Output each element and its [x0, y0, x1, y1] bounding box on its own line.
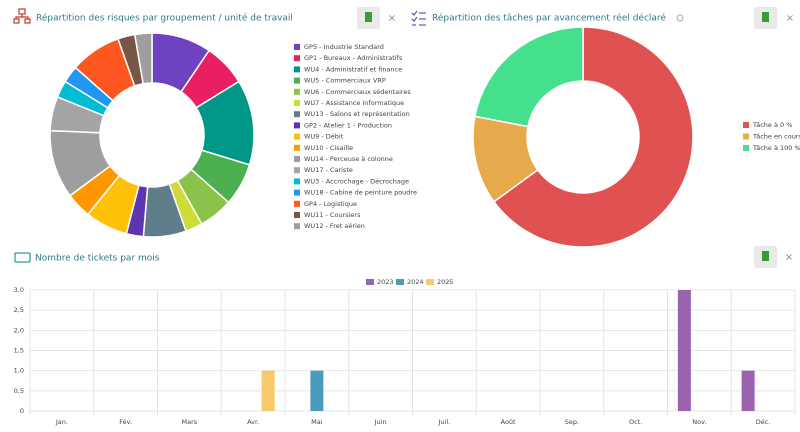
legend-swatch: [743, 122, 749, 128]
x-tick-label: Sep.: [565, 418, 579, 426]
legend-swatch: [294, 189, 300, 196]
excel-icon: [762, 251, 769, 261]
y-tick-label: 2,0: [14, 326, 24, 334]
y-tick-label: 0: [20, 407, 24, 415]
bar: [310, 370, 324, 411]
y-tick-label: 1,0: [14, 367, 24, 375]
donut-slice: [492, 26, 694, 248]
legend-swatch: [294, 144, 300, 151]
x-tick-label: Jan.: [55, 418, 68, 426]
legend-label: Tâche à 0 %: [752, 121, 792, 129]
legend-swatch: [294, 156, 300, 162]
x-tick-label: Juil.: [438, 418, 451, 426]
legend-label: Tâche en cours: [752, 133, 800, 141]
panel-title: Répartition des risques par groupement /…: [36, 13, 293, 24]
info-icon[interactable]: [676, 14, 684, 22]
y-tick-label: 3,0: [14, 286, 24, 294]
x-tick-label: Déc.: [756, 418, 771, 426]
legend-swatch: [294, 100, 300, 106]
bar: [741, 370, 755, 411]
close-button[interactable]: ×: [786, 13, 794, 24]
legend-label: WU12 - Fret aérien: [304, 222, 365, 230]
legend-label: 2023: [377, 278, 394, 286]
legend-label: WU5 - Commerciaux VRP: [304, 77, 386, 85]
donut-slice: [133, 32, 153, 85]
legend-swatch: [294, 44, 300, 50]
legend-label: WU17 - Cariste: [304, 166, 353, 174]
excel-icon: [365, 12, 372, 22]
bar: [677, 290, 691, 411]
panel-icon: [411, 10, 426, 26]
legend-swatch: [294, 66, 300, 73]
legend-label: GP5 - Industrie Standard: [304, 43, 384, 51]
legend-label: Tâche à 100 %: [752, 144, 800, 152]
legend-label: WU11 - Coursiers: [304, 211, 361, 219]
x-tick-label: Juin: [374, 418, 387, 426]
donut-slice: [474, 26, 584, 128]
legend-swatch: [743, 145, 749, 151]
legend-swatch: [294, 167, 300, 174]
legend-label: 2024: [407, 278, 424, 286]
panel-icon: [14, 252, 31, 263]
legend-swatch: [294, 212, 300, 218]
x-tick-label: Oct.: [629, 418, 642, 426]
legend-swatch: [396, 279, 404, 285]
legend-swatch: [294, 122, 300, 129]
x-tick-label: Fév.: [119, 418, 132, 426]
legend-swatch: [426, 279, 434, 285]
legend-swatch: [294, 88, 300, 95]
legend-swatch: [294, 200, 300, 207]
legend-label: GP4 - Logistique: [304, 200, 357, 208]
legend-label: GP1 - Bureaux - Administratifs: [304, 54, 403, 62]
panel-title: Nombre de tickets par mois: [35, 254, 160, 264]
legend-swatch: [743, 133, 749, 140]
x-tick-label: Nov.: [692, 418, 706, 426]
x-tick-label: Mars: [182, 418, 198, 426]
legend-label: WU7 - Assistance informatique: [304, 99, 404, 107]
legend-swatch: [294, 77, 300, 84]
x-tick-label: Mai: [311, 418, 323, 426]
legend-swatch: [294, 55, 300, 62]
legend-label: WU14 - Perceuse à colonne: [304, 155, 393, 163]
excel-icon: [762, 12, 769, 22]
panel-header: [13, 8, 31, 24]
legend-label: WU18 - Cabine de peinture poudre: [304, 189, 417, 197]
legend-label: WU6 - Commerciaux sédentaires: [304, 88, 411, 96]
close-button[interactable]: ×: [388, 13, 396, 24]
legend-label: WU3 - Accrochage - Décrochage: [304, 177, 409, 185]
close-button[interactable]: ×: [785, 252, 793, 263]
x-tick-label: Avr.: [247, 418, 259, 426]
legend-swatch: [294, 133, 300, 140]
x-tick-label: Août: [501, 418, 516, 426]
legend-label: WU4 - Administratif et finance: [304, 65, 402, 73]
legend-label: WU13 - Salons et représentation: [304, 110, 410, 118]
y-tick-label: 2,5: [14, 306, 24, 314]
bar: [261, 370, 275, 411]
panel-title: Répartition des tâches par avancement ré…: [432, 13, 666, 24]
legend-label: WU9 - Débit: [304, 133, 344, 141]
legend-swatch: [294, 111, 300, 118]
legend-label: 2025: [437, 278, 454, 286]
y-tick-label: 1,5: [14, 347, 24, 355]
legend-swatch: [294, 178, 300, 185]
legend-swatch: [366, 279, 374, 285]
legend-swatch: [294, 223, 300, 230]
legend-label: WU10 - Cisaille: [304, 144, 353, 152]
legend-label: GP2 - Atelier 1 - Production: [304, 121, 392, 129]
y-tick-label: 0,5: [14, 387, 24, 395]
